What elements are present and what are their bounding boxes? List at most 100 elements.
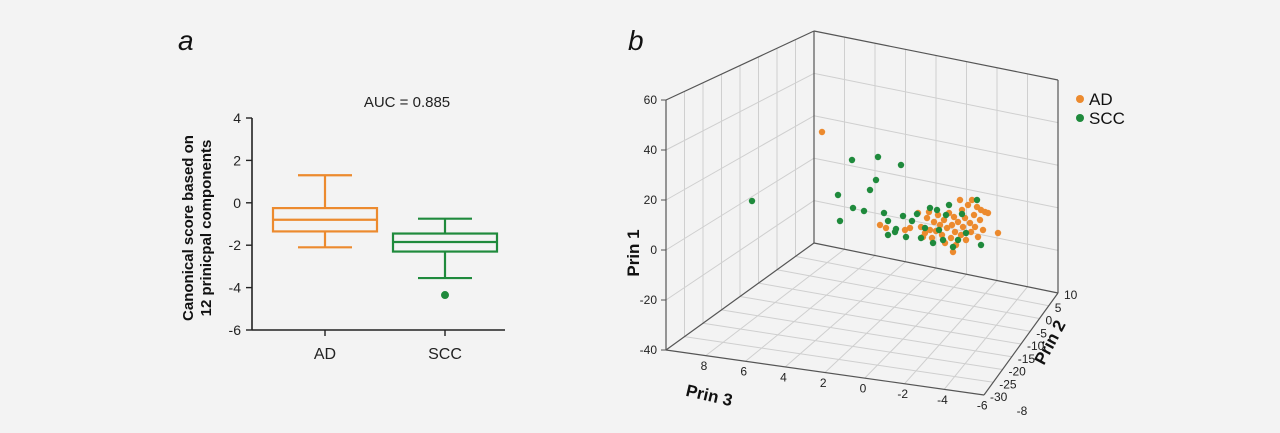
- edge-right-bottom: [813, 242, 1059, 294]
- auc-annotation: AUC = 0.885: [364, 94, 450, 111]
- point-scc: [973, 196, 981, 204]
- point-ad: [974, 233, 982, 241]
- point-ad: [976, 216, 984, 224]
- point-ad: [956, 196, 964, 204]
- point-scc: [880, 209, 888, 217]
- prin1-tick-label: 20: [644, 193, 658, 207]
- point-scc: [866, 186, 874, 194]
- point-ad: [906, 224, 914, 232]
- prin3-tick-label: -2: [897, 387, 908, 401]
- point-ad: [930, 218, 938, 226]
- prin2-tick-label: -10: [1027, 339, 1045, 353]
- prin2-tick-label: 5: [1055, 301, 1062, 315]
- point-ad: [994, 229, 1002, 237]
- point-ad: [928, 234, 936, 242]
- legend-marker-scc: [1076, 114, 1084, 122]
- point-ad: [934, 211, 942, 219]
- point-ad: [979, 226, 987, 234]
- edge-left-top: [665, 30, 815, 101]
- point-ad: [943, 224, 951, 232]
- ytick-label: -4: [229, 280, 242, 296]
- point-scc: [902, 233, 910, 241]
- prin2-tick-label: 10: [1064, 288, 1078, 302]
- ylabel-line2: 12 prinicpal components: [198, 140, 215, 317]
- point-scc: [874, 153, 882, 161]
- legend-label-scc: SCC: [1089, 109, 1125, 128]
- point-scc: [929, 239, 937, 247]
- point-scc: [908, 217, 916, 225]
- point-ad: [949, 248, 957, 256]
- point-ad: [948, 221, 956, 229]
- prin2-tick-label: -5: [1036, 326, 1047, 340]
- prin3-tick-label: -8: [1017, 404, 1028, 418]
- prin1-tick-label: 40: [644, 143, 658, 157]
- prin3-tick-label: 4: [780, 370, 787, 384]
- point-scc: [897, 161, 905, 169]
- prin1-tick-label: -40: [640, 343, 658, 357]
- point-ad: [984, 209, 992, 217]
- prin1-label: Prin 1: [624, 229, 643, 276]
- point-ad: [936, 221, 944, 229]
- edge-prin2-axis: [983, 292, 1059, 396]
- point-ad: [951, 228, 959, 236]
- point-scc: [939, 236, 947, 244]
- point-scc: [949, 243, 957, 251]
- point-ad: [971, 223, 979, 231]
- panel-a-letter: a: [178, 25, 194, 56]
- point-ad: [940, 216, 948, 224]
- prin2-tick-label: -25: [999, 377, 1017, 391]
- prin1-tick-label: -20: [640, 293, 658, 307]
- legend-marker-ad: [1076, 95, 1084, 103]
- panel-a-xaxis: AD SCC: [252, 329, 505, 363]
- panel-a: a AUC = 0.885 Canonical score based on 1…: [178, 25, 505, 363]
- gridline-floor-b: [864, 273, 967, 379]
- point-ad: [901, 226, 909, 234]
- point-scc: [899, 212, 907, 220]
- point-scc: [954, 236, 962, 244]
- legend: AD SCC: [1076, 90, 1125, 128]
- panel-a-yaxis: 4 2 0 -2 -4 -6: [229, 110, 253, 338]
- prin3-tick-label: -6: [977, 398, 988, 412]
- gridline-floor-b: [943, 286, 1028, 390]
- ytick-label: 4: [233, 110, 241, 126]
- ytick-label: -6: [229, 322, 242, 338]
- ytick-label: 0: [233, 195, 241, 211]
- prin2-tick-label: -15: [1018, 352, 1036, 366]
- point-ad: [954, 218, 962, 226]
- prin2-tick-label: -20: [1009, 365, 1027, 379]
- point-ad: [926, 226, 934, 234]
- point-scc: [849, 204, 857, 212]
- box-scc: [391, 217, 499, 300]
- point-ad: [923, 214, 931, 222]
- point-scc: [848, 156, 856, 164]
- edge-floor-back: [665, 242, 815, 351]
- xtick-label-scc: SCC: [428, 346, 462, 363]
- point-scc: [958, 210, 966, 218]
- grid-3d: [665, 30, 1059, 396]
- boxplots: [271, 174, 499, 300]
- panel-b-letter: b: [628, 25, 644, 56]
- point-ad: [921, 229, 929, 237]
- legend-label-ad: AD: [1089, 90, 1113, 109]
- scatter-points: [748, 128, 1002, 256]
- point-scc: [945, 201, 953, 209]
- point-scc: [836, 217, 844, 225]
- svg-text:Prin 1: Prin 1: [624, 229, 643, 276]
- point-scc: [891, 228, 899, 236]
- point-ad: [818, 128, 826, 136]
- edge-right-top: [813, 30, 1059, 81]
- ytick-label: -2: [229, 237, 242, 253]
- gridline-floor-b: [904, 280, 998, 385]
- point-scc: [872, 176, 880, 184]
- edge-prin3-axis: [665, 349, 985, 396]
- prin3-tick-label: 2: [820, 376, 827, 390]
- prin2-tick-label: 0: [1046, 314, 1053, 328]
- point-scc: [884, 217, 892, 225]
- gridline-floor-b: [705, 248, 845, 357]
- point-scc: [942, 211, 950, 219]
- point-scc: [884, 231, 892, 239]
- prin1-tick-label: 0: [650, 243, 657, 257]
